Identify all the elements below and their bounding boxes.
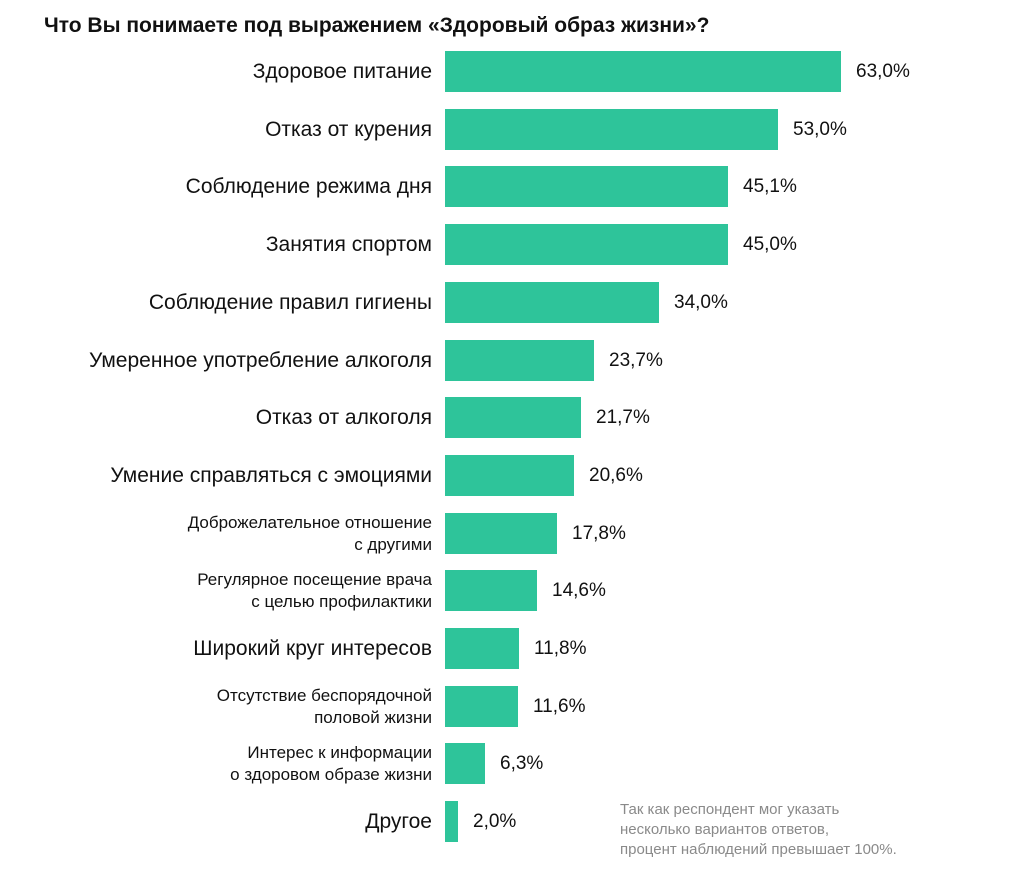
- category-label-line: Другое: [365, 809, 432, 833]
- category-label: Соблюдение правил гигиены: [2, 282, 432, 323]
- category-label-line: Умеренное употребление алкоголя: [88, 348, 432, 372]
- category-label: Другое: [2, 801, 432, 842]
- value-label: 53,0%: [793, 118, 847, 140]
- bar: [445, 282, 659, 323]
- category-label: Интерес к информации о здоровом образе жи…: [2, 743, 432, 784]
- bar: [445, 224, 728, 265]
- value-label: 20,6%: [589, 464, 643, 486]
- category-label-line: Занятия спортом: [265, 232, 432, 256]
- footnote-line: процент наблюдений превышает 100%.: [620, 841, 897, 858]
- bar: [445, 397, 581, 438]
- category-label: Умеренное употребление алкоголя: [2, 340, 432, 381]
- value-label: 6,3%: [500, 752, 544, 774]
- value-label: 63,0%: [856, 60, 910, 82]
- category-label: Отсутствие беспорядочной половой жизни: [2, 686, 432, 727]
- bar: [445, 166, 728, 207]
- footnote: Так как респондент мог указать несколько…: [620, 800, 897, 860]
- category-label-line: Отсутствие беспорядочной: [216, 685, 432, 705]
- category-label: Широкий круг интересов: [2, 628, 432, 669]
- bar: [445, 801, 458, 842]
- value-label: 45,1%: [743, 175, 797, 197]
- category-label-line: Широкий круг интересов: [193, 636, 432, 660]
- category-label-line: о здоровом образе жизни: [230, 764, 432, 784]
- bar: [445, 340, 594, 381]
- value-label: 14,6%: [552, 579, 606, 601]
- value-label: 23,7%: [609, 349, 663, 371]
- category-label: Занятия спортом: [2, 224, 432, 265]
- bar: [445, 109, 778, 150]
- category-label-line: Доброжелательное отношение: [187, 512, 432, 532]
- bar: [445, 455, 574, 496]
- category-label-line: с другими: [354, 534, 432, 554]
- category-label: Доброжелательное отношение с другими: [2, 513, 432, 554]
- category-label-line: Интерес к информации: [247, 742, 432, 762]
- category-label-line: Регулярное посещение врача: [197, 569, 432, 589]
- footnote-line: Так как респондент мог указать: [620, 801, 840, 818]
- bar: [445, 51, 841, 92]
- bar: [445, 513, 557, 554]
- category-label-line: Здоровое питание: [252, 59, 432, 83]
- bar: [445, 743, 485, 784]
- category-label-line: Отказ от курения: [265, 117, 432, 141]
- chart-title: Что Вы понимаете под выражением «Здоровы…: [44, 14, 710, 37]
- bar: [445, 570, 537, 611]
- category-label-line: с целью профилактики: [251, 591, 432, 611]
- category-label-line: Соблюдение правил гигиены: [148, 290, 432, 314]
- category-label-line: Отказ от алкоголя: [255, 405, 432, 429]
- value-label: 2,0%: [473, 810, 517, 832]
- category-label: Отказ от курения: [2, 109, 432, 150]
- bar: [445, 686, 518, 727]
- category-label-line: Умение справляться с эмоциями: [110, 463, 432, 487]
- category-label: Соблюдение режима дня: [2, 166, 432, 207]
- category-label: Здоровое питание: [2, 51, 432, 92]
- category-label: Умение справляться с эмоциями: [2, 455, 432, 496]
- category-label-line: половой жизни: [314, 707, 432, 727]
- value-label: 17,8%: [572, 522, 626, 544]
- value-label: 34,0%: [674, 291, 728, 313]
- value-label: 45,0%: [743, 233, 797, 255]
- bar: [445, 628, 519, 669]
- value-label: 21,7%: [596, 406, 650, 428]
- category-label: Регулярное посещение врача с целью профил…: [2, 570, 432, 611]
- value-label: 11,6%: [533, 695, 586, 717]
- footnote-line: несколько вариантов ответов,: [620, 821, 830, 838]
- category-label-line: Соблюдение режима дня: [185, 174, 432, 198]
- category-label: Отказ от алкоголя: [2, 397, 432, 438]
- value-label: 11,8%: [534, 637, 587, 659]
